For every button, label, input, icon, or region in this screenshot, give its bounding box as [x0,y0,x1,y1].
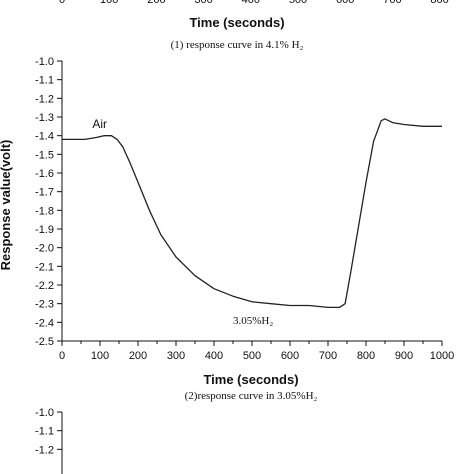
top-x-tick-label: 400 [242,0,260,6]
top-x-tick-label: 800 [430,0,448,6]
main-y-tick-label: -1.1 [35,75,54,87]
main-y-tick-label: -2.3 [35,299,54,311]
main-x-tick-label: 100 [91,350,109,362]
main-y-tick-label: -1.4 [35,131,54,143]
top-x-axis-title: Time (seconds) [189,15,284,30]
main-x-tick-label: 500 [243,350,261,362]
main-y-tick-label: -2.4 [35,317,54,329]
main-y-tick-label: -1.0 [35,56,54,68]
bottom-y-tick-label: -1.2 [35,444,54,456]
top-x-tick-label: 0 [59,0,65,6]
bottom-y-tick-label: -1.1 [35,426,54,438]
annotation-air: Air [92,117,107,131]
main-y-tick-label: -1.6 [35,168,54,180]
top-x-tick-label: 500 [289,0,307,6]
top-x-tick-label: 300 [194,0,212,6]
annotation-h2: 3.05%H₂ [233,315,273,327]
top-x-tick-label: 600 [336,0,354,6]
main-y-tick-label: -2.1 [35,261,54,273]
main-x-tick-label: 400 [205,350,223,362]
main-y-tick-label: -2.5 [35,336,54,348]
main-x-tick-label: 800 [357,350,375,362]
main-x-tick-label: 700 [319,350,337,362]
main-x-tick-label: 600 [281,350,299,362]
main-x-tick-label: 200 [129,350,147,362]
top-x-tick-label: 100 [100,0,118,6]
bottom-axes: -1.0 -1.1 -1.2 [35,407,63,474]
main-y-tick-label: -1.3 [35,112,54,124]
top-panel-caption: (1) response curve in 4.1% H₂ [171,39,304,51]
bottom-y-tick-label: -1.0 [35,407,54,419]
top-x-tick-label: 700 [383,0,401,6]
main-x-tick-label: 900 [395,350,413,362]
main-x-tick-label: 1000 [430,350,454,362]
main-plot-area: Air 3.05%H₂ [62,117,442,327]
main-x-axis-title: Time (seconds) [203,372,298,387]
main-y-tick-label: -1.7 [35,187,54,199]
main-y-tick-label: -1.9 [35,224,54,236]
main-x-tick-label: 300 [167,350,185,362]
main-y-tick-label: -2.2 [35,280,54,292]
main-x-tick-label: 0 [59,350,65,362]
main-y-tick-label: -1.5 [35,149,54,161]
top-x-tick-label: 200 [147,0,165,6]
main-y-axis-title: Response value(volt) [0,140,13,271]
top-x-tick-labels: 0 100 200 300 400 500 600 700 800 [59,0,449,6]
main-y-tick-label: -1.8 [35,205,54,217]
main-y-tick-label: -2.0 [35,243,54,255]
main-axes: -1.0 -1.1 -1.2 -1.3 -1.4 -1.5 -1.6 -1.7 -1.8 -1.9… [35,56,454,362]
response-curve [62,118,442,309]
main-panel-caption: (2)response curve in 3.05%H₂ [185,390,318,402]
main-y-tick-label: -1.2 [35,93,54,105]
